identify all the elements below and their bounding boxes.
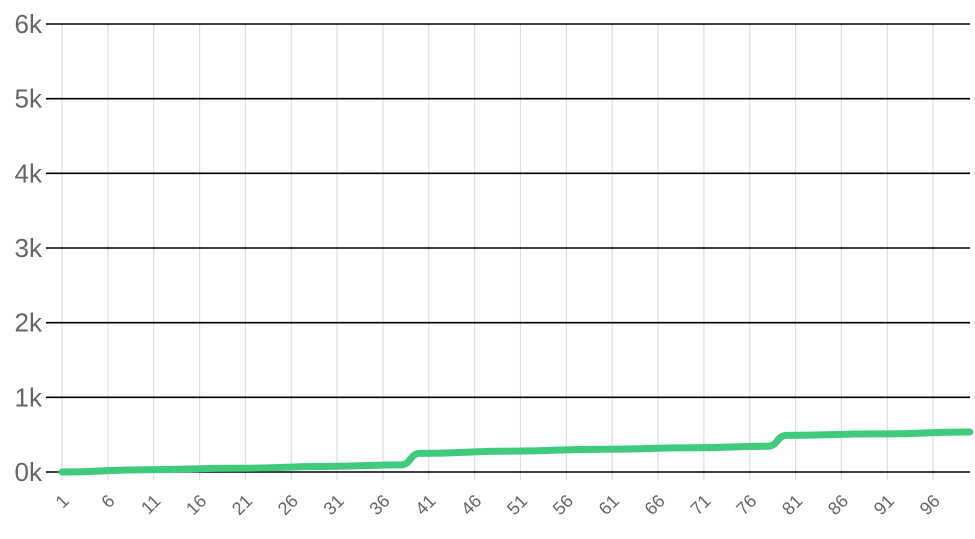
vertical-grid (61, 24, 934, 480)
x-tick-label: 6 (97, 491, 118, 512)
y-tick-label: 6k (15, 9, 43, 39)
x-axis-ticks: 1 6 11 16 21 26 31 36 41 46 51 56 61 66 71 76 81 86 91 96 (52, 491, 944, 519)
y-tick-label: 2k (15, 308, 43, 338)
x-tick-label: 66 (641, 491, 669, 519)
x-tick-label: 91 (870, 491, 898, 519)
x-tick-label: 86 (824, 491, 852, 519)
x-tick-label: 56 (549, 491, 577, 519)
y-axis-ticks: 0k 1k 2k 3k 4k 5k 6k (15, 9, 43, 487)
x-tick-label: 21 (228, 491, 256, 519)
x-tick-label: 11 (137, 491, 164, 518)
x-tick-label: 36 (365, 491, 393, 519)
x-tick-label: 41 (411, 491, 439, 519)
x-tick-label: 71 (686, 491, 714, 519)
horizontal-grid (46, 23, 970, 473)
x-tick-label: 31 (320, 491, 348, 519)
y-tick-label: 5k (15, 84, 43, 114)
x-tick-label: 61 (595, 491, 623, 519)
x-tick-label: 96 (916, 491, 944, 519)
series-line (58, 428, 974, 476)
y-tick-label: 1k (15, 382, 43, 412)
x-tick-label: 26 (274, 491, 302, 519)
x-tick-label: 51 (503, 491, 531, 519)
series-layer (58, 428, 974, 476)
y-tick-label: 4k (15, 158, 43, 188)
x-tick-label: 1 (52, 491, 73, 512)
y-tick-label: 3k (15, 233, 43, 263)
x-tick-label: 16 (182, 491, 210, 519)
x-tick-label: 81 (778, 491, 806, 519)
y-tick-label: 0k (15, 457, 43, 487)
x-tick-label: 46 (457, 491, 485, 519)
x-tick-label: 76 (732, 491, 760, 519)
